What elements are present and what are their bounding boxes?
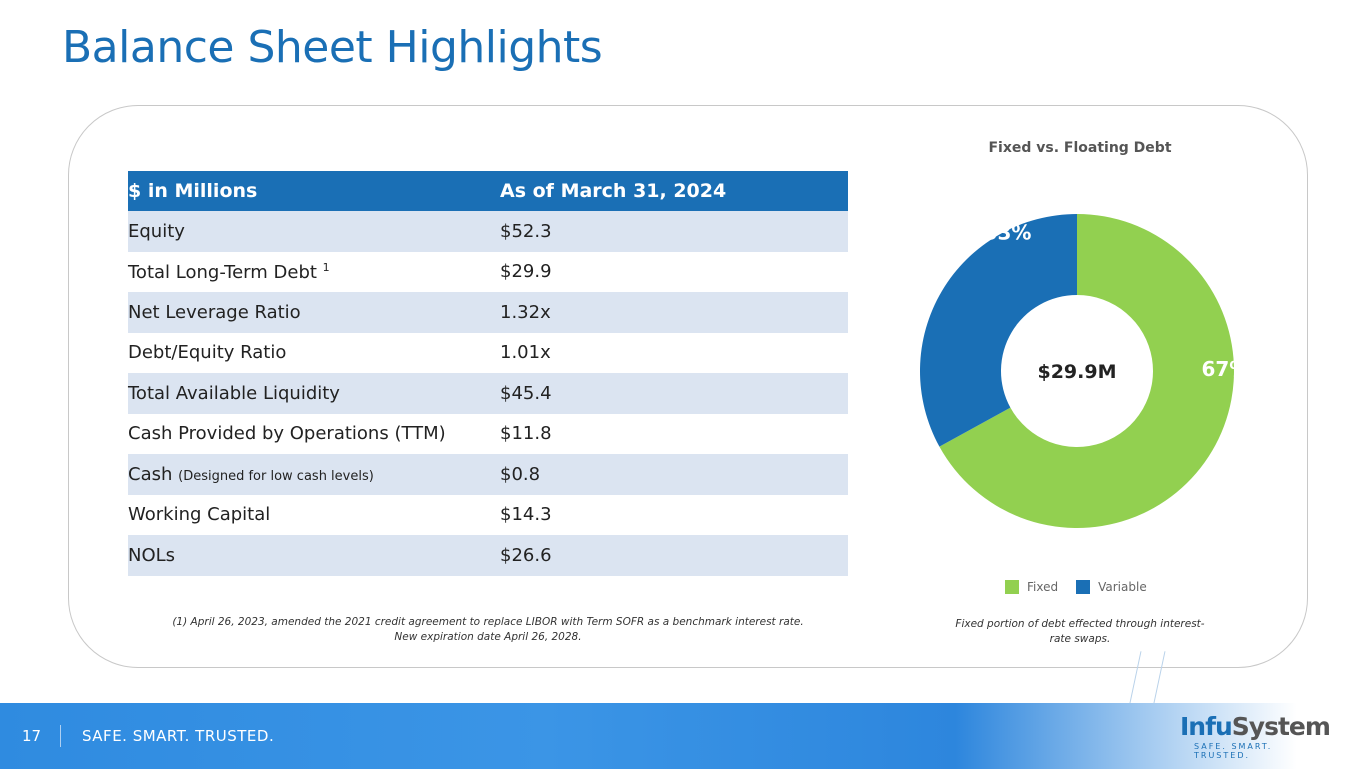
row-label: Debt/Equity Ratio [128, 333, 500, 374]
footer-tagline: SAFE. SMART. TRUSTED. [82, 727, 275, 745]
table-row: Cash Provided by Operations (TTM) $11.8 [128, 414, 848, 455]
header-label: $ in Millions [128, 171, 500, 211]
footnote: (1) April 26, 2023, amended the 2021 cre… [128, 615, 848, 645]
legend-label: Variable [1098, 580, 1147, 594]
header-date: As of March 31, 2024 [500, 171, 848, 211]
label-text: Total Long-Term Debt [128, 261, 317, 283]
label-text: Cash [128, 463, 173, 485]
row-value: $26.6 [500, 535, 848, 576]
row-label: NOLs [128, 535, 500, 576]
row-label: Cash (Designed for low cash levels) [128, 454, 500, 495]
row-label: Working Capital [128, 495, 500, 536]
content-panel [68, 105, 1308, 668]
page-number: 17 [22, 727, 42, 745]
row-label: Total Long-Term Debt 1 [128, 252, 500, 293]
row-label: Equity [128, 211, 500, 252]
table-row: Working Capital $14.3 [128, 495, 848, 536]
legend-item-variable: Variable [1076, 580, 1147, 594]
label-text: Equity [128, 220, 185, 242]
row-value: 1.32x [500, 292, 848, 333]
table-row: Total Long-Term Debt 1 $29.9 [128, 252, 848, 293]
row-label: Net Leverage Ratio [128, 292, 500, 333]
table-row: Net Leverage Ratio 1.32x [128, 292, 848, 333]
footer-divider [60, 725, 61, 747]
label-text: Net Leverage Ratio [128, 301, 301, 323]
row-label: Cash Provided by Operations (TTM) [128, 414, 500, 455]
logo-tagline: SAFE. SMART. TRUSTED. [1194, 742, 1273, 760]
row-value: $14.3 [500, 504, 552, 526]
data-label: 67% [1201, 357, 1249, 381]
donut-center-label: $29.9M [1037, 361, 1116, 383]
balance-sheet-table: $ in Millions As of March 31, 2024 Equit… [128, 171, 848, 576]
footnote-line: New expiration date April 26, 2028. [394, 631, 582, 643]
footer-bar [0, 703, 1365, 769]
row-value: 1.01x [500, 342, 551, 364]
footnote-marker: 1 [322, 260, 330, 274]
legend-item-fixed: Fixed [1005, 580, 1058, 594]
row-value: $52.3 [500, 211, 848, 252]
footnote-line: (1) April 26, 2023, amended the 2021 cre… [172, 616, 804, 628]
donut-slice-variable [920, 214, 1077, 447]
legend-swatch [1076, 580, 1091, 594]
table-row: Cash (Designed for low cash levels) $0.8 [128, 454, 848, 495]
chart-title: Fixed vs. Floating Debt [988, 140, 1172, 156]
page-title: Balance Sheet Highlights [62, 22, 603, 73]
table-row: Equity $52.3 [128, 211, 848, 252]
legend-label: Fixed [1027, 580, 1059, 594]
table-row: Debt/Equity Ratio 1.01x [128, 333, 848, 374]
logo-text: Infu [1180, 712, 1233, 741]
logo-text: System [1231, 712, 1331, 741]
donut-chart: 67% 33% $29.9M [920, 214, 1249, 528]
table-row: NOLs $26.6 [128, 535, 848, 576]
infusystem-logo: InfuSystem SAFE. SMART. TRUSTED. [1180, 712, 1331, 760]
table-header: $ in Millions As of March 31, 2024 [128, 171, 848, 211]
row-value: $29.9 [500, 261, 552, 283]
data-label: 33% [984, 221, 1032, 245]
row-note: (Designed for low cash levels) [178, 468, 374, 484]
row-value: $45.4 [500, 373, 848, 414]
row-value: $0.8 [500, 454, 848, 495]
row-label: Total Available Liquidity [128, 373, 500, 414]
label-text: NOLs [128, 544, 176, 566]
label-text: Debt/Equity Ratio [128, 342, 287, 364]
chart-legend: Fixed Variable [1005, 580, 1147, 594]
label-text: Total Available Liquidity [128, 382, 340, 404]
legend-swatch [1005, 580, 1019, 594]
chart-note: Fixed portion of debt effected through i… [955, 618, 1205, 645]
label-text: Working Capital [128, 504, 271, 526]
donut-slice-fixed [939, 214, 1234, 528]
table-row: Total Available Liquidity $45.4 [128, 373, 848, 414]
row-value: $11.8 [500, 423, 552, 445]
label-text: Cash Provided by Operations (TTM) [128, 423, 446, 445]
